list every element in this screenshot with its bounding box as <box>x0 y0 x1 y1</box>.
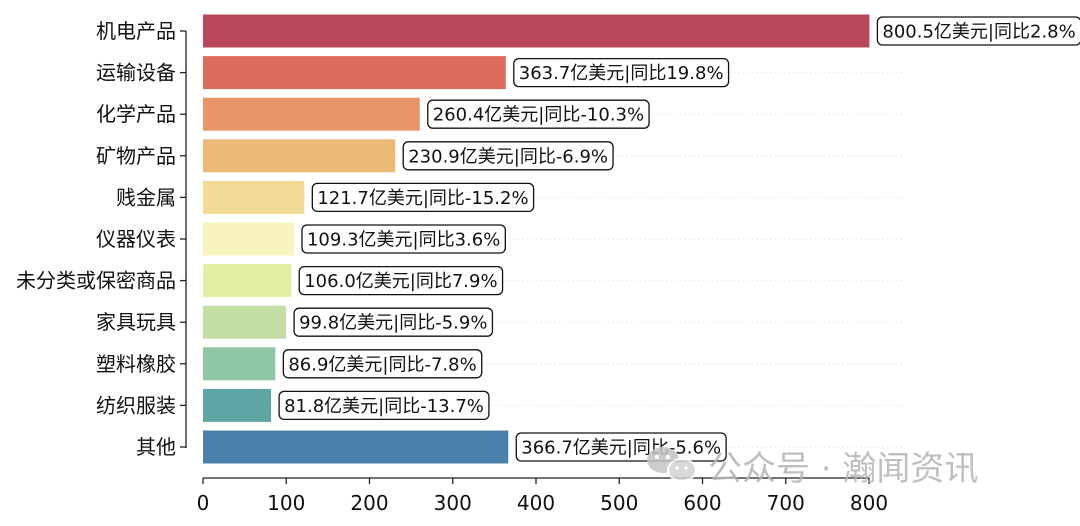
bars <box>203 14 870 464</box>
data-label-box <box>278 390 490 421</box>
data-label: 81.8亿美元|同比-13.7% <box>278 390 490 421</box>
watermark: 公众号 · 瀚闻资讯 <box>647 447 978 489</box>
x-tick-label: 700 <box>767 491 805 515</box>
data-label: 800.5亿美元|同比2.8% <box>876 16 1080 46</box>
x-tick-label: 600 <box>683 491 721 515</box>
bar <box>203 222 294 256</box>
bar <box>203 347 276 381</box>
data-label-text: 366.7亿美元|同比-5.6% <box>521 438 721 459</box>
bar <box>203 305 287 339</box>
data-label: 260.4亿美元|同比-10.3% <box>427 99 650 129</box>
data-label: 106.0亿美元|同比7.9% <box>298 265 504 296</box>
data-label-text: 230.9亿美元|同比-6.9% <box>408 146 608 167</box>
category-label: 机电产品 <box>96 19 176 43</box>
bar <box>203 388 272 422</box>
x-tick-label: 400 <box>517 491 555 515</box>
bar <box>203 56 506 90</box>
data-label: 230.9亿美元|同比-6.9% <box>402 141 614 171</box>
bar <box>203 264 292 298</box>
data-label-box <box>301 224 506 254</box>
data-label-box <box>282 349 483 379</box>
data-label: 121.7亿美元|同比-15.2% <box>311 182 535 213</box>
data-label-text: 99.8亿美元|同比-5.9% <box>299 313 487 334</box>
data-label-box <box>402 141 614 171</box>
category-label: 未分类或保密商品 <box>16 269 176 293</box>
data-label-text: 363.7亿美元|同比19.8% <box>519 63 724 84</box>
x-tick-label: 500 <box>600 491 638 515</box>
x-tick-label: 800 <box>850 491 888 515</box>
bar <box>203 139 396 173</box>
data-label-box <box>311 182 535 213</box>
watermark-text: 公众号 · 瀚闻资讯 <box>708 449 978 489</box>
category-label: 仪器仪表 <box>96 227 176 251</box>
category-label: 贱金属 <box>116 185 176 209</box>
x-tick-label: 300 <box>434 491 472 515</box>
data-label-text: 86.9亿美元|同比-7.8% <box>288 354 476 375</box>
data-label-box <box>298 265 504 296</box>
wechat-icon <box>647 447 697 482</box>
axes: 0 100 200 300 400 500 600 700 800 机电产品运输设备化学产品矿物产… <box>16 19 888 515</box>
category-label: 家具玩具 <box>96 310 176 334</box>
bar <box>203 180 305 214</box>
category-label: 运输设备 <box>96 61 176 85</box>
category-label: 化学产品 <box>96 102 176 126</box>
category-label: 其他 <box>136 435 176 459</box>
x-tick-label: 100 <box>267 491 305 515</box>
data-label: 99.8亿美元|同比-5.9% <box>293 307 494 337</box>
x-tick-label: 0 <box>197 491 210 515</box>
category-label: 塑料橡胶 <box>96 352 176 376</box>
data-label-text: 121.7亿美元|同比-15.2% <box>317 188 528 209</box>
bar <box>203 430 509 464</box>
data-labels: 800.5亿美元|同比2.8% 363.7亿美元|同比19.8% 260.4亿美元|… <box>278 16 1080 462</box>
bar <box>203 14 870 48</box>
data-label-text: 800.5亿美元|同比2.8% <box>882 22 1075 43</box>
data-label: 366.7亿美元|同比-5.6% <box>515 432 727 462</box>
data-label-text: 106.0亿美元|同比7.9% <box>304 271 497 292</box>
data-label-box <box>876 16 1080 46</box>
data-label-text: 260.4亿美元|同比-10.3% <box>433 105 644 126</box>
bar <box>203 97 420 131</box>
category-label: 纺织服装 <box>96 393 176 417</box>
data-label-text: 81.8亿美元|同比-13.7% <box>284 396 484 417</box>
data-label-box <box>427 99 650 129</box>
data-label-text: 109.3亿美元|同比3.6% <box>307 230 500 251</box>
x-tick-label: 200 <box>350 491 388 515</box>
data-label-box <box>293 307 494 337</box>
data-label-box <box>513 57 730 88</box>
category-label: 矿物产品 <box>96 144 176 168</box>
data-label: 86.9亿美元|同比-7.8% <box>282 349 483 379</box>
data-label: 363.7亿美元|同比19.8% <box>513 57 730 88</box>
data-label: 109.3亿美元|同比3.6% <box>301 224 506 254</box>
